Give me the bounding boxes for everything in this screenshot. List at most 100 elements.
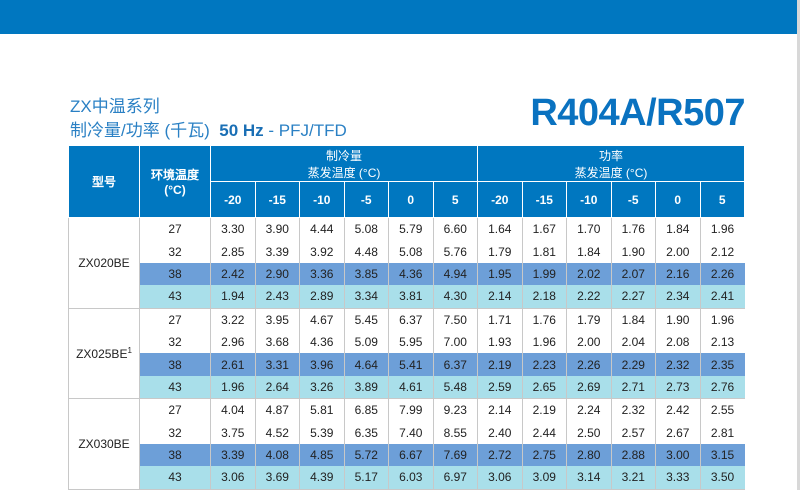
capacity-cell: 3.85 (343, 262, 389, 286)
power-cell: 2.07 (610, 262, 656, 286)
header-power: 功率蒸发温度 (°C) (477, 145, 745, 182)
power-cell: 1.76 (610, 217, 656, 241)
power-cell: 2.19 (521, 398, 567, 422)
capacity-cell: 5.81 (299, 398, 344, 422)
capacity-cell: 2.42 (210, 262, 255, 286)
header-power-label: 功率 (598, 148, 623, 163)
capacity-cell: 2.43 (254, 285, 300, 309)
power-cell: 3.21 (610, 466, 656, 490)
top-banner (0, 0, 797, 34)
power-cell: 2.73 (655, 375, 700, 400)
power-cell: 2.75 (521, 443, 567, 467)
power-cell: 2.35 (699, 353, 745, 376)
table-row: 43 1.94 2.43 2.89 3.34 3.81 4.30 2.14 2.18 2.22 2.… (69, 285, 745, 309)
table-row: 38 2.42 2.90 3.36 3.85 4.36 4.94 1.95 1.99 2.02 2.… (69, 262, 745, 286)
power-cell: 2.00 (655, 240, 700, 263)
refrigerant-label: R404A/R507 (530, 92, 745, 134)
power-cell: 1.70 (566, 217, 611, 241)
capacity-cell: 2.90 (254, 262, 300, 286)
capacity-cell: 4.36 (388, 262, 433, 286)
power-cell: 2.04 (610, 330, 656, 354)
page-edge (797, 0, 800, 490)
capacity-cell: 3.90 (254, 217, 300, 241)
power-cell: 2.71 (610, 375, 656, 400)
capacity-cell: 4.44 (299, 217, 344, 241)
power-cell: 3.33 (655, 466, 700, 490)
power-cell: 2.65 (521, 375, 567, 400)
ambient-temp-cell: 32 (139, 240, 211, 263)
power-cell: 2.26 (566, 353, 611, 376)
power-cell: 1.76 (521, 308, 567, 331)
ambient-temp-cell: 43 (139, 285, 211, 309)
capacity-cell: 2.61 (210, 353, 255, 376)
power-cell: 2.72 (477, 443, 522, 467)
table-row: 38 2.61 3.31 3.96 4.64 5.41 6.37 2.19 2.23 2.26 2.… (69, 353, 745, 376)
power-cell: 2.42 (655, 398, 700, 422)
capacity-cell: 1.94 (210, 285, 255, 309)
capacity-cell: 2.85 (210, 240, 255, 263)
capacity-cell: 7.50 (432, 308, 478, 331)
performance-table: 型号 环境温度 (°C) 制冷量 蒸发温度 (°C) 功率 蒸发温度 (°C) -20… (68, 145, 745, 490)
capacity-cell: 5.95 (388, 330, 433, 354)
power-cell: 1.95 (477, 262, 522, 286)
power-cell: 2.69 (566, 375, 611, 400)
capacity-cell: 3.89 (343, 375, 389, 400)
model-name-text: ZX020BE (78, 255, 130, 270)
table-row: 43 3.06 3.69 4.39 5.17 6.03 6.97 3.06 3.09 3.14 3.… (69, 466, 745, 490)
header-evap-pow: -5 (610, 181, 656, 218)
power-cell: 3.15 (699, 443, 745, 467)
capacity-cell: 7.69 (432, 443, 478, 467)
capacity-cell: 4.04 (210, 398, 255, 422)
power-cell: 3.00 (655, 443, 700, 467)
capacity-cell: 6.35 (343, 421, 389, 444)
header-evap-pow: 5 (699, 181, 745, 218)
model-name: ZX030BE (68, 398, 140, 490)
power-cell: 2.23 (521, 353, 567, 376)
power-cell: 2.57 (610, 421, 656, 444)
power-cell: 3.09 (521, 466, 567, 490)
capacity-cell: 7.00 (432, 330, 478, 354)
capacity-cell: 3.69 (254, 466, 300, 490)
capacity-cell: 3.22 (210, 308, 255, 331)
ambient-temp-cell: 27 (139, 217, 211, 241)
power-cell: 2.88 (610, 443, 656, 467)
capacity-cell: 5.76 (432, 240, 478, 263)
capacity-cell: 2.89 (299, 285, 344, 309)
header-evap-cap: -20 (210, 181, 256, 218)
power-cell: 2.76 (699, 375, 745, 400)
ambient-temp-cell: 38 (139, 443, 211, 467)
power-cell: 2.13 (699, 330, 745, 354)
table-row: 32 2.85 3.39 3.92 4.48 5.08 5.76 1.79 1.81 1.84 1.… (69, 240, 745, 263)
capacity-cell: 2.64 (254, 375, 300, 400)
capacity-cell: 1.96 (210, 375, 255, 400)
model-footnote: 1 (127, 345, 132, 355)
power-cell: 2.14 (477, 398, 522, 422)
header-evap-pow: 0 (655, 181, 701, 218)
capacity-cell: 5.48 (432, 375, 478, 400)
model-name: ZX020BE (68, 217, 140, 309)
capacity-cell: 3.36 (299, 262, 344, 286)
power-cell: 2.41 (699, 285, 745, 309)
capacity-cell: 7.40 (388, 421, 433, 444)
power-cell: 2.22 (566, 285, 611, 309)
header-capacity-label: 制冷量 (325, 148, 362, 163)
capacity-cell: 4.87 (254, 398, 300, 422)
capacity-cell: 3.95 (254, 308, 300, 331)
subtitle-compressor: - PFJ/TFD (263, 121, 347, 140)
capacity-cell: 3.06 (210, 466, 255, 490)
power-cell: 1.99 (521, 262, 567, 286)
power-cell: 2.14 (477, 285, 522, 309)
capacity-cell: 3.92 (299, 240, 344, 263)
ambient-temp-cell: 32 (139, 421, 211, 444)
model-name: ZX025BE1 (68, 307, 140, 400)
table-row: ZX030BE 27 4.04 4.87 5.81 6.85 7.99 9.23 2.14 2.1… (68, 398, 745, 490)
capacity-cell: 3.39 (254, 240, 300, 263)
power-cell: 2.55 (699, 398, 745, 422)
power-cell: 3.06 (477, 466, 522, 490)
capacity-cell: 7.99 (388, 398, 433, 422)
capacity-cell: 5.79 (388, 217, 433, 241)
header-power-evap: 蒸发温度 (°C) (574, 165, 648, 180)
power-cell: 2.67 (655, 421, 700, 444)
header-evap-cap: 5 (432, 181, 478, 218)
power-cell: 1.67 (521, 217, 567, 241)
